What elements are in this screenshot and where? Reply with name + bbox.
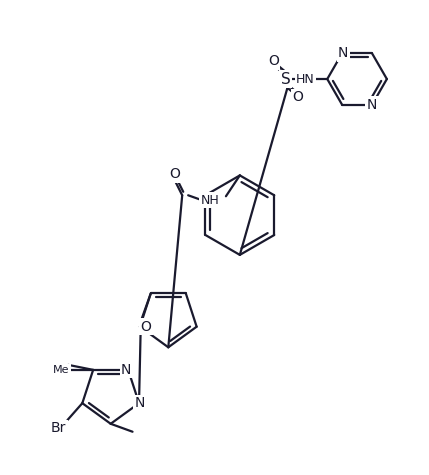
Text: Br: Br [51,421,66,435]
Text: O: O [169,167,180,181]
Text: NH: NH [201,194,219,207]
Text: S: S [281,72,290,86]
Text: N: N [338,46,348,60]
Text: O: O [268,54,279,68]
Text: N: N [121,363,131,377]
Text: O: O [140,320,151,334]
Text: N: N [367,98,377,112]
Text: N: N [135,396,145,410]
Text: HN: HN [296,73,315,86]
Text: Me: Me [53,365,69,375]
Text: O: O [292,90,303,104]
